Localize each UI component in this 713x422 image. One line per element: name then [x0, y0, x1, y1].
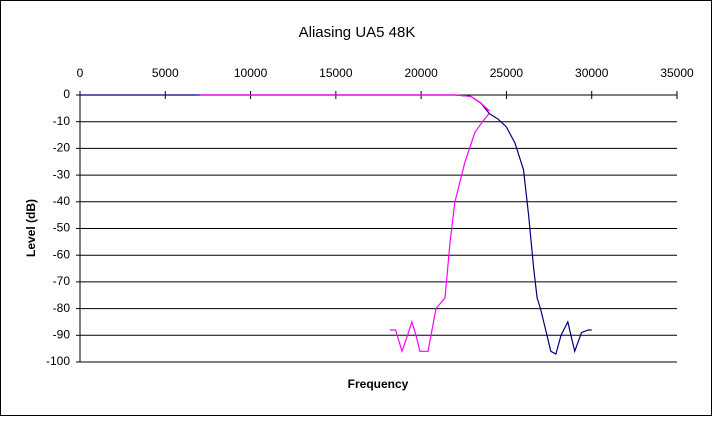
x-tick-label: 35000	[660, 66, 694, 80]
y-tick-label: -100	[46, 354, 70, 368]
x-tick-label: 20000	[404, 66, 438, 80]
y-tick-label: -80	[53, 301, 71, 315]
chart-title: Aliasing UA5 48K	[299, 24, 416, 41]
y-tick-label: -30	[53, 167, 71, 181]
y-tick-label: -60	[53, 247, 71, 261]
x-axis-label: Frequency	[348, 377, 409, 391]
y-tick-label: -90	[53, 327, 71, 341]
x-tick-label: 25000	[490, 66, 524, 80]
y-tick-label: -40	[53, 194, 71, 208]
y-tick-label: 0	[63, 87, 70, 101]
x-tick-label: 0	[77, 66, 84, 80]
y-tick-label: -70	[53, 274, 71, 288]
y-tick-label: -10	[53, 114, 71, 128]
x-tick-label: 30000	[575, 66, 609, 80]
y-axis-label: Level (dB)	[24, 199, 38, 257]
x-tick-label: 10000	[234, 66, 268, 80]
y-tick-label: -50	[53, 221, 71, 235]
series-line	[199, 94, 490, 354]
y-tick-label: -20	[53, 141, 71, 155]
x-tick-label: 5000	[152, 66, 179, 80]
x-tick-label: 15000	[319, 66, 353, 80]
